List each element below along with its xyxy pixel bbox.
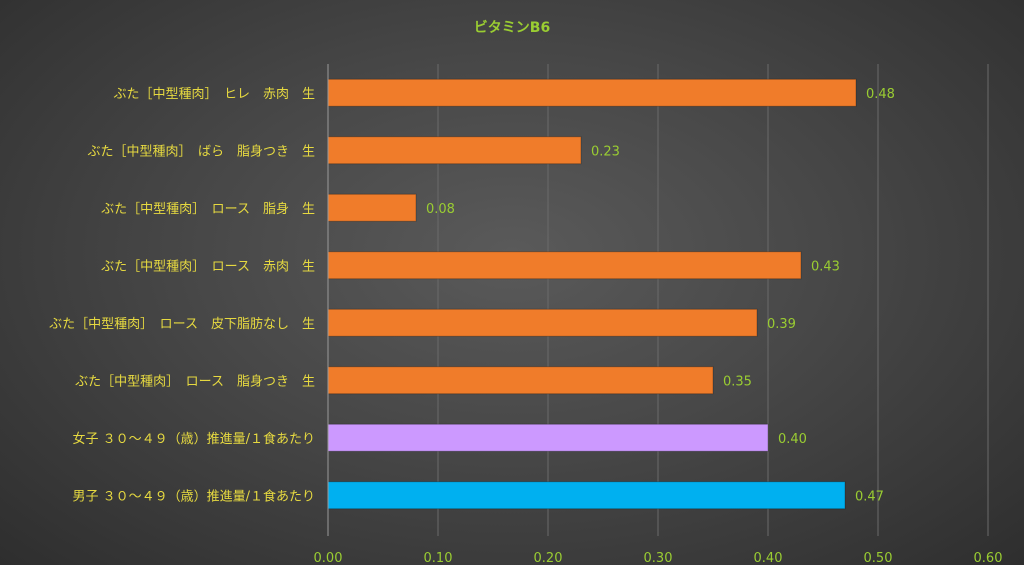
value-label: 0.48 [866,87,895,102]
value-label: 0.47 [855,489,884,504]
x-tick-label: 0.10 [424,551,453,565]
category-label: ぶた［中型種肉］ ロース 脂身つき 生 [75,373,315,389]
x-tick-label: 0.60 [974,551,1003,565]
value-label: 0.39 [767,317,796,332]
x-tick-label: 0.00 [314,551,343,565]
x-tick-label: 0.50 [864,551,893,565]
x-tick-labels: 0.00 0.10 0.20 0.30 0.40 0.50 0.60 [314,551,1003,565]
bar [327,251,802,280]
category-label: ぶた［中型種肉］ ロース 赤肉 生 [101,258,315,274]
category-label: ぶた［中型種肉］ ばら 脂身つき 生 [87,143,315,159]
bar [327,78,857,107]
bar [327,366,714,395]
value-label: 0.35 [723,374,752,389]
value-labels: 0.48 0.23 0.08 0.43 0.39 0.35 0.40 0.47 [426,87,895,505]
value-label: 0.08 [426,202,455,217]
category-labels: ぶた［中型種肉］ ヒレ 赤肉 生ぶた［中型種肉］ ばら 脂身つき 生ぶた［中型種… [49,86,315,505]
x-tick-label: 0.20 [534,551,563,565]
value-label: 0.40 [778,432,807,447]
value-label: 0.23 [591,144,620,159]
chart-title: ビタミンB6 [474,20,550,36]
category-label: ぶた［中型種肉］ ロース 脂身 生 [101,201,315,217]
gridlines [437,64,989,536]
category-label: 男子 ３０～４９（歳）推進量/１食あたり [72,488,315,504]
x-tick-label: 0.40 [754,551,783,565]
bars [327,78,857,510]
bar [327,193,417,222]
value-label: 0.43 [811,259,840,274]
category-label: ぶた［中型種肉］ ヒレ 赤肉 生 [113,86,315,102]
bar [327,308,758,337]
bar [327,481,846,510]
category-label: ぶた［中型種肉］ ロース 皮下脂肪なし 生 [49,316,315,332]
bar [327,136,582,165]
bar [327,423,769,452]
x-tick-label: 0.30 [644,551,673,565]
category-label: 女子 ３０～４９（歳）推進量/１食あたり [72,431,315,447]
